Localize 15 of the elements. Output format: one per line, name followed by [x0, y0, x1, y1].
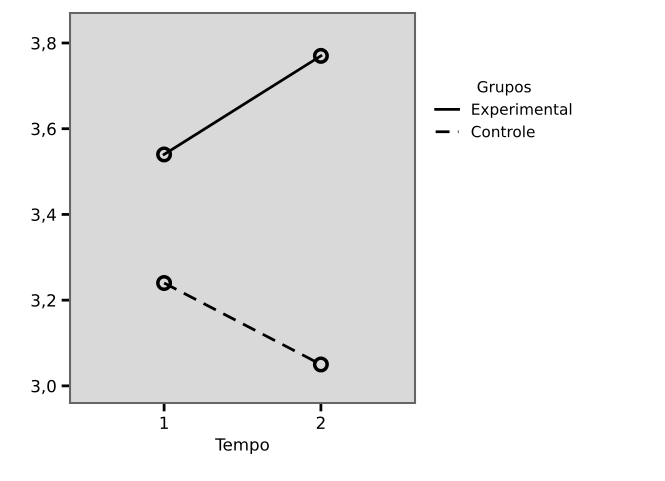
x-tick-label: 1: [160, 416, 168, 429]
y-tick-label: 3,0: [32, 380, 56, 394]
legend-label: Experimental: [472, 103, 572, 118]
point: [156, 275, 172, 291]
y-tick-label: 3,6: [32, 122, 56, 137]
y-tick-label: 3,8: [32, 36, 56, 52]
y-tick-label: 3,4: [32, 208, 56, 223]
x-axis-title: Tempo: [215, 438, 269, 454]
legend-label: Controle: [472, 126, 535, 138]
x-tick-label: 2: [316, 416, 325, 429]
point: [156, 146, 172, 162]
point: [312, 356, 329, 372]
legend-title: Grupos: [478, 80, 531, 96]
point: [312, 48, 329, 64]
y-tick-label: 3,2: [32, 294, 56, 308]
